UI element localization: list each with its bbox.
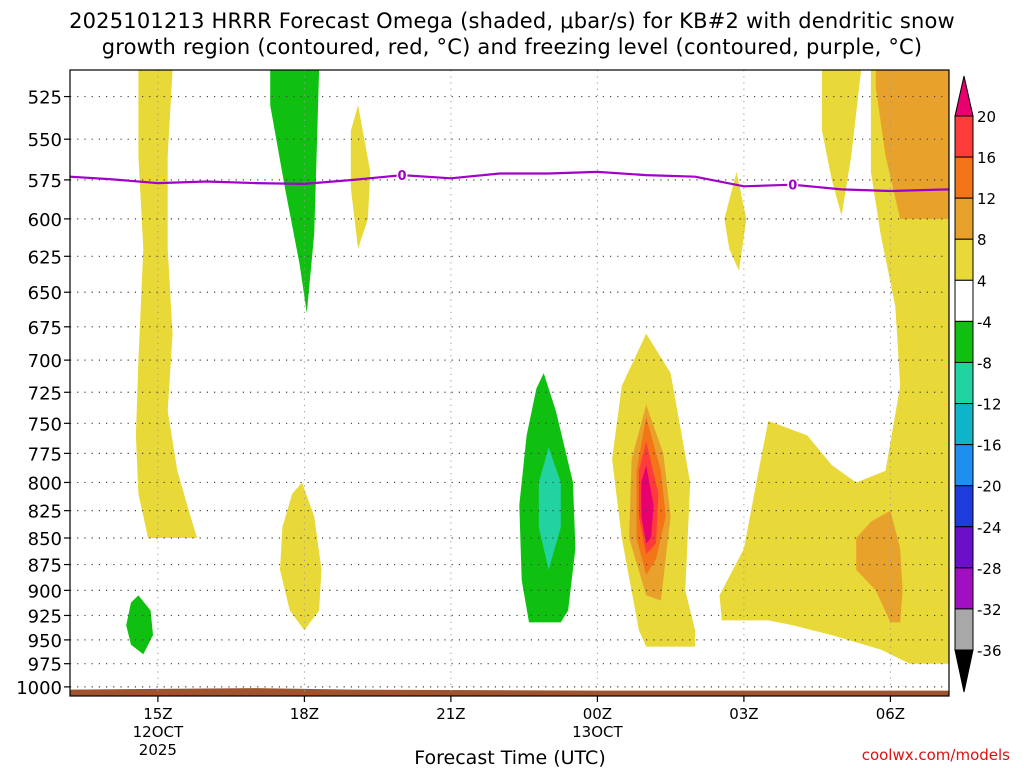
x-tick-label: 00Z [583, 705, 612, 723]
colorbar-label: -8 [977, 354, 992, 372]
colorbar-swatch [954, 320, 974, 363]
y-tick-label: 1000 [16, 678, 62, 699]
omega-region-1 [126, 595, 153, 655]
y-tick-label: 650 [28, 283, 62, 304]
omega-region-6 [538, 447, 561, 570]
y-tick-label: 975 [28, 655, 62, 676]
plot-frame [69, 69, 950, 697]
omega-region-4 [350, 105, 371, 249]
x-tick-label: 18Z [290, 705, 319, 723]
y-tick-label: 600 [28, 210, 62, 231]
x-tick-date-label: 13OCT [572, 723, 623, 741]
colorbar-bottom-arrow [954, 649, 974, 693]
colorbar-label: -36 [977, 642, 1002, 660]
colorbar-label: -24 [977, 519, 1002, 537]
chart-title-line-1: 2025101213 HRRR Forecast Omega (shaded, … [69, 9, 955, 33]
colorbar-label: 20 [977, 108, 996, 126]
y-tick-label: 625 [28, 247, 62, 268]
x-tick-label: 03Z [729, 705, 758, 723]
x-axis-title: Forecast Time (UTC) [414, 747, 605, 768]
omega-region-11 [641, 465, 654, 544]
colorbar-swatch [954, 238, 974, 281]
y-tick-label: 525 [28, 88, 62, 109]
x-tick-label: 15Z [143, 705, 172, 723]
y-tick-label: 825 [28, 502, 62, 523]
y-tick-label: 800 [28, 473, 62, 494]
freezing-level-label: 0 [398, 169, 407, 184]
colorbar-label: 4 [977, 272, 987, 290]
omega-region-0 [135, 70, 197, 538]
colorbar-label: 16 [977, 149, 996, 167]
chart-title-line-2: growth region (contoured, red, °C) and f… [101, 35, 923, 59]
colorbar-top-arrow [954, 75, 974, 117]
colorbar: 20 16 12 8 4 -4 -8 -12 -16 -20 -24 -28 -32 -36 [954, 75, 1002, 693]
y-tick-label: 575 [28, 171, 62, 192]
freezing-level-label: 0 [788, 179, 797, 194]
y-tick-label: 750 [28, 414, 62, 435]
y-tick-label: 900 [28, 581, 62, 602]
colorbar-swatch [954, 361, 974, 405]
y-tick-label: 925 [28, 606, 62, 627]
watermark: coolwx.com/models [861, 746, 1010, 764]
x-tick-label: 21Z [436, 705, 465, 723]
y-tick-label: 875 [28, 556, 62, 577]
colorbar-swatch [954, 156, 974, 199]
colorbar-swatch [954, 485, 974, 528]
y-tick-label: 950 [28, 631, 62, 652]
omega-region-15 [875, 70, 949, 219]
terrain-band [70, 688, 949, 696]
colorbar-swatch [954, 526, 974, 569]
x-tick-label: 06Z [876, 705, 905, 723]
colorbar-label: 8 [977, 231, 987, 249]
colorbar-swatch [954, 279, 974, 322]
terrain-layer [70, 688, 949, 696]
colorbar-label: -12 [977, 396, 1002, 414]
y-tick-label: 550 [28, 130, 62, 151]
omega-region-12 [724, 171, 747, 271]
grid-lines [70, 70, 949, 696]
y-axis: 525 550 575 600 625 650 675 700 725 750 775 800 825 8… [16, 88, 70, 699]
omega-region-13 [822, 70, 862, 216]
colorbar-label: 12 [977, 190, 996, 208]
y-tick-label: 700 [28, 351, 62, 372]
colorbar-swatch [954, 115, 974, 158]
colorbar-swatch [954, 444, 974, 487]
omega-region-3 [280, 482, 322, 631]
freezing-level-layer: 00 [69, 168, 950, 195]
y-tick-label: 675 [28, 318, 62, 339]
y-tick-label: 725 [28, 383, 62, 404]
colorbar-swatch [954, 567, 974, 610]
colorbar-label: -28 [977, 560, 1002, 578]
colorbar-swatch [954, 608, 974, 651]
freezing-level-line [69, 170, 950, 193]
x-tick-date-label: 12OCT [133, 723, 184, 741]
colorbar-label: -4 [977, 313, 992, 331]
omega-region-2 [270, 70, 320, 314]
y-tick-label: 850 [28, 529, 62, 550]
colorbar-swatch [954, 403, 974, 446]
colorbar-label: -32 [977, 601, 1002, 619]
colorbar-swatch [954, 197, 974, 240]
x-tick-date-label: 2025 [139, 741, 177, 759]
colorbar-label: -20 [977, 478, 1002, 496]
colorbar-label: -16 [977, 437, 1002, 455]
y-tick-label: 775 [28, 444, 62, 465]
